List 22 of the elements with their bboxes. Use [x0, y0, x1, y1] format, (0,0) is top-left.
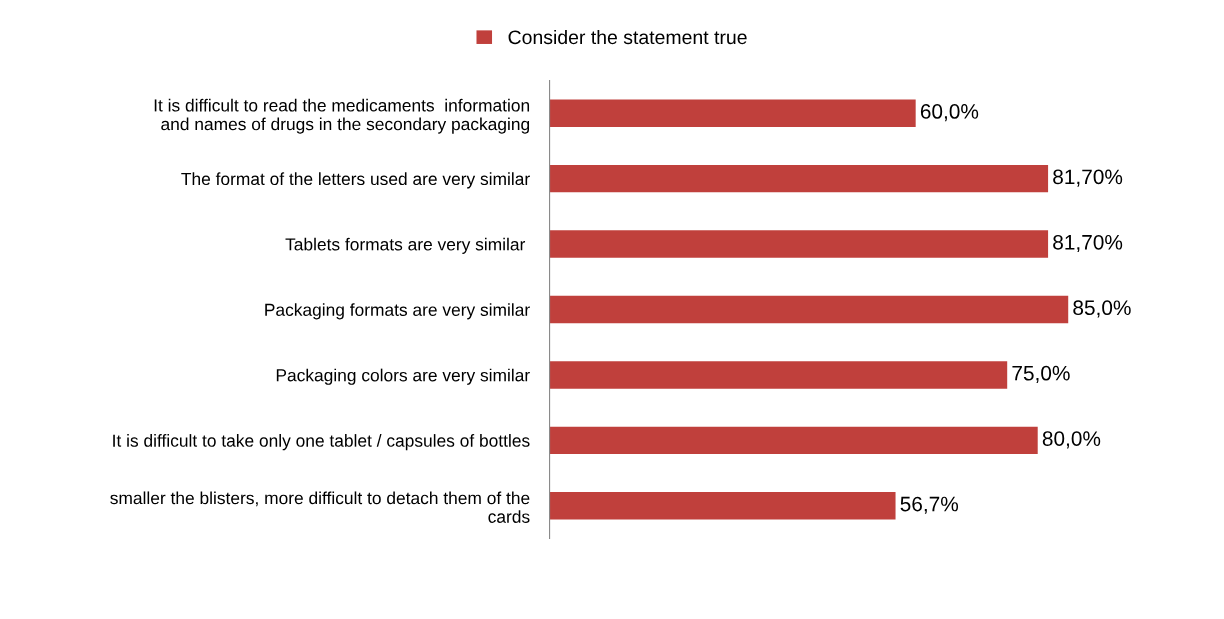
data-label: 60,0% [920, 104, 979, 122]
y-tick-label: Tablets formats are very similar [285, 237, 526, 254]
bar [549, 295, 1069, 324]
y-tick-label: The format of the letters used are very similar [181, 172, 530, 189]
bar [549, 426, 1038, 455]
bar [549, 361, 1008, 389]
bar [549, 164, 1049, 193]
data-label: 85,0% [1073, 300, 1131, 318]
y-tick-label: Packaging colors are very similar [276, 368, 530, 385]
data-label: 81,70% [1053, 234, 1123, 253]
bar [549, 230, 1049, 258]
y-tick-label: smaller the blisters, more difficult to detach them of the cards [110, 491, 530, 523]
y-tick-label: Packaging formats are very similar [265, 303, 530, 320]
legend-label: Consider the statement true [508, 29, 747, 45]
y-tick-label: It is difficult to take only one tablet / capsules of bottles [113, 434, 530, 451]
data-label: 80,0% [1042, 431, 1101, 449]
y-tick-label: It is difficult to read the medicaments information and names of drugs in the secondary packaging [154, 98, 530, 134]
data-label: 56,7% [900, 496, 959, 514]
data-label: 75,0% [1012, 365, 1070, 383]
bar [549, 492, 896, 520]
bar [549, 99, 916, 127]
data-label: 81,70% [1053, 169, 1123, 187]
